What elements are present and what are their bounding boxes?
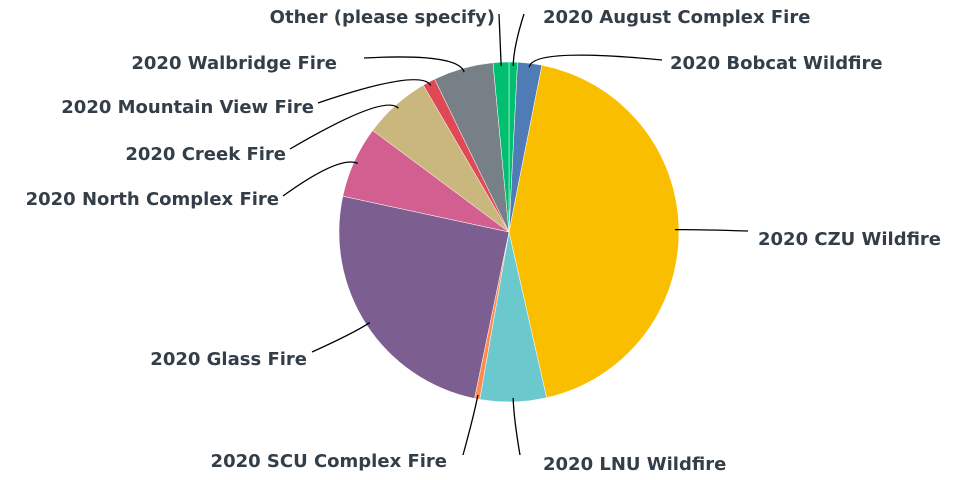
leader-line [363,56,465,73]
leader-line [311,322,371,353]
slice-label: 2020 Creek Fire [125,144,286,165]
slice-label: 2020 Glass Fire [150,349,307,370]
slice-label: 2020 August Complex Fire [543,7,810,28]
leader-line [674,228,749,232]
slice-label: 2020 CZU Wildfire [758,229,941,250]
leader-line [462,394,479,456]
leader-line [512,13,525,67]
slice-label: Other (please specify) [270,7,495,28]
leader-line [317,79,432,104]
slice-label: 2020 Walbridge Fire [131,53,337,74]
slice-label: 2020 LNU Wildfire [543,454,726,475]
slice-label: 2020 Bobcat Wildfire [670,53,883,74]
leader-line [528,54,663,68]
slice-label: 2020 Mountain View Fire [61,97,314,118]
leader-line [289,104,399,150]
leader-line [512,397,521,456]
slice-label: 2020 SCU Complex Fire [211,451,447,472]
slice-label: 2020 North Complex Fire [26,189,279,210]
leader-line [282,161,359,197]
leader-line [498,13,502,67]
